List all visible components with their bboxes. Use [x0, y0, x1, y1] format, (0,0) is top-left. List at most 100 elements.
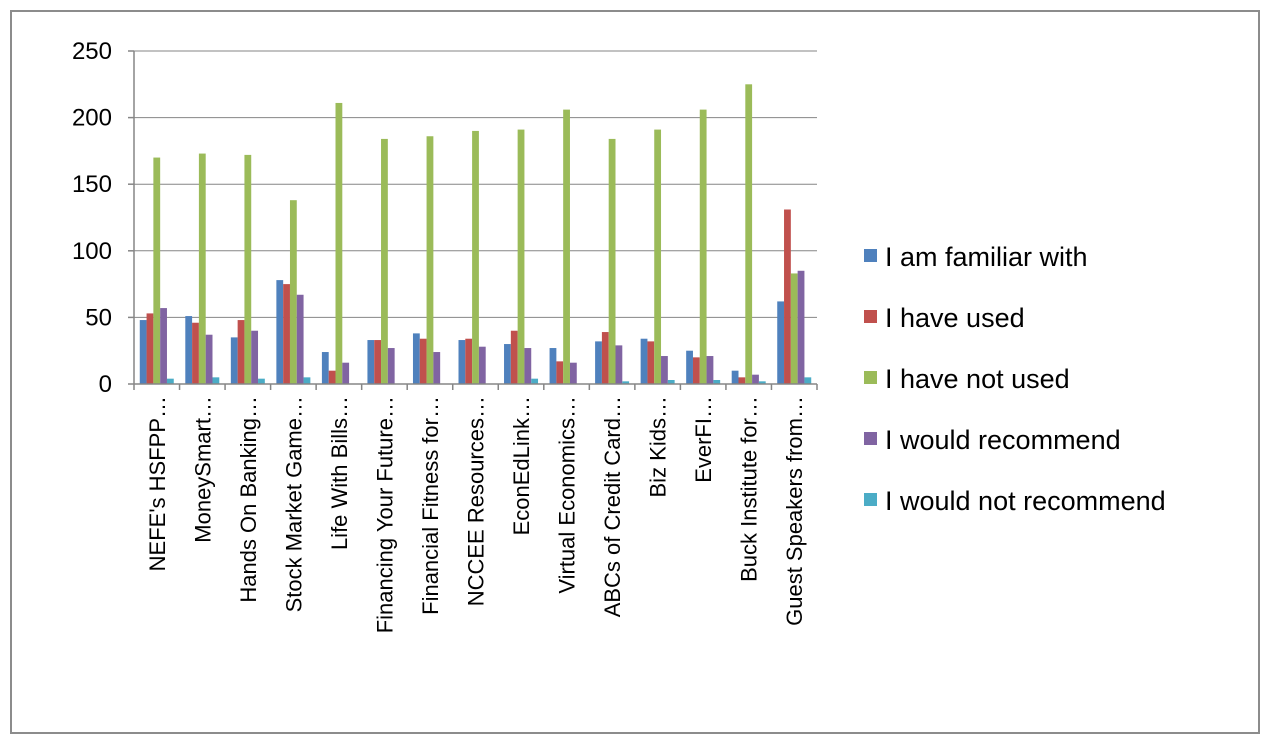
legend-swatch [864, 371, 877, 384]
bar: I have not used: 170 [153, 157, 161, 384]
bar: I am familiar with: 24 [321, 352, 329, 384]
x-category-label: NEFE's HSFPP… [145, 396, 170, 571]
x-category-label: NCCEE Resources… [464, 396, 489, 606]
bar-chart: I am familiar with: 48I have used: 53I h… [72, 38, 1166, 633]
bar: I would recommend: 27 [387, 348, 395, 384]
bar: I would not recommend: 2 [622, 381, 630, 384]
bar: I am familiar with: 33 [458, 340, 466, 384]
y-tick-label: 0 [99, 371, 112, 398]
legend-swatch [864, 432, 877, 445]
legend-label: I have not used [885, 364, 1070, 394]
bar: I would not recommend: 3 [667, 380, 675, 384]
y-tick-label: 250 [72, 38, 112, 65]
bar: I have not used: 184 [608, 138, 616, 384]
bar: I have used: 34 [465, 338, 473, 384]
bar: I would recommend: 7 [752, 374, 759, 384]
bar: I am familiar with: 25 [686, 350, 693, 384]
bar: I would recommend: 29 [615, 345, 623, 384]
y-tick-label: 150 [72, 171, 112, 198]
bar: I would recommend: 40 [251, 330, 259, 384]
x-category-label: ABCs of Credit Card… [600, 396, 625, 617]
category-labels: NEFE's HSFPP… MoneySmart… Hands On Banking… [145, 396, 807, 633]
bar: I have not used: 138 [289, 200, 297, 384]
bar: I would not recommend: 4 [166, 378, 174, 384]
y-tick-label: 50 [85, 304, 112, 331]
bar: I would recommend: 27 [524, 348, 532, 384]
bar: I would recommend: 24 [433, 352, 441, 384]
bar: I have used: 17 [556, 361, 564, 384]
bar: I have not used: 190 [472, 130, 479, 384]
legend-label: I have used [885, 303, 1025, 333]
legend-label: I would not recommend [885, 486, 1166, 516]
y-tick-label: 100 [72, 238, 112, 265]
x-category-label: Biz Kids… [646, 396, 671, 497]
bar: I am familiar with: 33 [367, 340, 375, 384]
bar: I am familiar with: 78 [276, 280, 284, 384]
bar: I would recommend: 16 [342, 362, 350, 384]
bar: I am familiar with: 32 [595, 341, 602, 384]
x-category-label: MoneySmart… [190, 396, 215, 543]
legend-swatch [864, 493, 877, 506]
x-category-label: Stock Market Game… [281, 396, 306, 612]
bar: I am familiar with: 62 [777, 301, 785, 384]
bar: I would not recommend: 2 [758, 381, 766, 384]
bar: I am familiar with: 34 [640, 338, 648, 384]
bar: I have used: 34 [419, 338, 427, 384]
bar: I have used: 48 [237, 320, 245, 384]
bar: I would not recommend: 5 [303, 377, 311, 384]
legend-swatch [864, 310, 877, 323]
bar: I have used: 131 [784, 209, 791, 384]
bar: I have not used: 211 [335, 102, 343, 384]
bar: I am familiar with: 51 [185, 316, 193, 384]
bar: I have used: 39 [601, 332, 609, 384]
bar: I have used: 46 [192, 322, 199, 384]
bar: I would recommend: 67 [296, 294, 304, 384]
bar: I have not used: 173 [198, 153, 206, 384]
bar: I would not recommend: 4 [258, 378, 265, 384]
bar: I have used: 32 [647, 341, 655, 384]
legend-label: I would recommend [885, 425, 1121, 455]
bar: I have not used: 172 [244, 154, 252, 384]
bar: I am familiar with: 35 [230, 337, 238, 384]
y-tick-labels: 0 50 100 150 200 250 [72, 38, 112, 398]
x-category-label: Virtual Economics… [555, 396, 580, 594]
legend-swatch [864, 249, 877, 262]
bar: I would recommend: 57 [160, 308, 167, 384]
bar: I am familiar with: 48 [139, 320, 147, 384]
bar: I have used: 5 [738, 377, 746, 384]
bar: I am familiar with: 30 [504, 344, 511, 384]
bar: I am familiar with: 38 [412, 333, 420, 384]
bar: I have not used: 184 [381, 138, 388, 384]
bar: I would recommend: 21 [706, 356, 714, 384]
bar: I have used: 75 [283, 284, 290, 384]
bar: I am familiar with: 27 [549, 348, 557, 384]
x-category-label: Guest Speakers from… [782, 396, 807, 626]
bar: I have used: 10 [328, 370, 336, 384]
bar: I have not used: 186 [426, 136, 434, 384]
bar: I would not recommend: 5 [804, 377, 812, 384]
bar: I have used: 20 [692, 357, 700, 384]
bar: I would recommend: 28 [478, 346, 486, 384]
bar: I have used: 33 [374, 340, 382, 384]
bar: I would not recommend: 4 [531, 378, 539, 384]
bar: I have not used: 191 [654, 129, 662, 384]
bar: I would not recommend: 5 [212, 377, 220, 384]
bar: I would recommend: 37 [205, 334, 213, 384]
bar: I would not recommend: 3 [713, 380, 721, 384]
legend-label: I am familiar with [885, 242, 1088, 272]
bar: I would recommend: 16 [569, 362, 577, 384]
x-category-label: Financial Fitness for… [418, 396, 443, 615]
x-category-label: Buck Institute for… [737, 396, 762, 582]
chart-frame: I am familiar with: 48I have used: 53I h… [10, 10, 1260, 734]
y-tick-label: 200 [72, 105, 112, 132]
bar: I have used: 40 [510, 330, 518, 384]
bar: I would recommend: 85 [797, 270, 805, 384]
x-category-label: Life With Bills… [327, 396, 352, 550]
x-category-label: EconEdLink… [509, 396, 534, 535]
bar: I would recommend: 21 [661, 356, 668, 384]
bar: I have not used: 191 [517, 129, 525, 384]
bar: I have not used: 225 [745, 84, 753, 385]
bars: I am familiar with: 48I have used: 53I h… [139, 84, 812, 385]
bar: I have not used: 206 [699, 109, 707, 384]
axes [128, 50, 818, 390]
